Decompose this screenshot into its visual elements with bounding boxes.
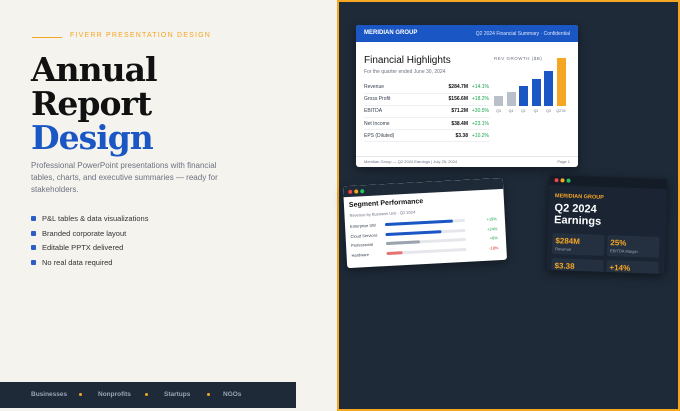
row-label: EBITDA: [364, 108, 383, 115]
card-subtitle: For the quarter ended June 30, 2024: [364, 69, 446, 75]
segment-bar: [386, 250, 403, 255]
row-value: $156.6M: [448, 96, 468, 103]
divider: [356, 156, 578, 157]
bar-label: Q3: [496, 109, 501, 113]
row-value: $284.7M: [448, 84, 468, 90]
audience: Businesses: [31, 391, 68, 398]
card-subtitle: Revenue by Business Unit · Q2 2024: [349, 209, 416, 218]
row-divider: [364, 141, 490, 143]
row-label: Revenue: [364, 84, 385, 90]
metric-value: $3.38: [554, 261, 575, 271]
bar-label: Q2'24: [556, 109, 566, 113]
header-note: Q2 2024 Financial Summary · Confidential: [475, 31, 570, 37]
headline-line: Annual: [31, 50, 158, 89]
feature: No real data required: [42, 258, 113, 268]
metric-value: $284M: [555, 236, 581, 247]
bar: [556, 58, 566, 106]
footer-left: Meridian Group — Q2 2024 Earnings | July…: [364, 159, 458, 164]
segment-bar: [385, 229, 442, 236]
segment-card: Segment Performance Revenue by Business …: [342, 177, 508, 269]
chart-title: REV GROWTH ($B): [494, 56, 543, 61]
feature: Editable PPTX delivered: [42, 243, 124, 253]
separator: [207, 393, 210, 396]
row-label: Gross Profit: [364, 96, 391, 103]
row-value: $71.2M: [451, 108, 468, 115]
earnings-card: MERIDIAN GROUP Q2 2024 Earnings $284M Reven…: [546, 174, 668, 275]
bar: [494, 95, 503, 106]
audience: NGOs: [223, 391, 242, 398]
bar-label: Q1: [521, 109, 526, 113]
feature-bullet: [31, 230, 36, 236]
bar: [544, 70, 553, 106]
row-label: EPS (Diluted): [364, 132, 395, 139]
card-title: Financial Highlights: [364, 55, 451, 66]
row-divider: [364, 116, 490, 118]
metric-value: 25%: [610, 238, 627, 248]
bar-label: Q4: [508, 109, 514, 113]
segment-bar: [384, 219, 454, 227]
headline-line: Design: [31, 118, 154, 157]
feature-bullet: [31, 216, 36, 221]
eyebrow: FIVERR PRESENTATION DESIGN: [70, 32, 212, 39]
metric-value: +14%: [609, 263, 631, 273]
audience: Startups: [164, 391, 191, 398]
bar: [519, 86, 528, 106]
row-value: $38.4M: [451, 120, 468, 127]
card-title: Segment Performance: [348, 198, 424, 209]
row-divider: [364, 129, 490, 131]
separator: [145, 393, 148, 396]
segment-bar: [385, 240, 420, 246]
headline-line: Report: [31, 84, 152, 123]
row-label: Net Income: [364, 120, 390, 127]
segment-name: Cloud Services: [350, 232, 378, 239]
row-divider: [364, 104, 490, 106]
segment-name: Hardware: [351, 251, 370, 258]
highlights-card: MERIDIAN GROUP Q2 2024 Financial Summary…: [356, 25, 578, 167]
bar-label: Q2: [533, 109, 539, 113]
separator: [79, 393, 82, 396]
metric-label: Revenue: [555, 246, 572, 252]
row-change: +18.2%: [471, 96, 489, 103]
brand: MERIDIAN GROUP: [554, 193, 604, 201]
left-panel: FIVERR PRESENTATION DESIGN Professional …: [0, 0, 337, 411]
feature: Branded corporate layout: [42, 228, 127, 238]
row-divider: [364, 92, 490, 94]
audience-bar: [0, 382, 296, 408]
segment-change: -18%: [488, 244, 499, 251]
feature: P&L tables & data visualizations: [42, 214, 149, 223]
row-value: $3.38: [455, 132, 468, 139]
card-header: [356, 25, 578, 42]
bar-label: Q3: [546, 109, 551, 113]
segment-change: +6%: [489, 235, 499, 241]
description: Professional PowerPoint presentations wi…: [31, 161, 218, 194]
row-change: +14.1%: [471, 84, 489, 90]
segment-name: Professional: [350, 241, 374, 248]
bar: [531, 78, 541, 106]
audience: Nonprofits: [98, 391, 131, 398]
feature-bullet: [31, 245, 36, 251]
row-change: +23.1%: [471, 120, 489, 127]
segment-change: +24%: [486, 225, 498, 232]
brand: MERIDIAN GROUP: [364, 30, 418, 36]
earnings-title: Earnings: [553, 214, 602, 228]
footer-right: Page 1: [557, 159, 570, 164]
metric-label: EBITDA Margin: [610, 248, 638, 255]
feature-bullet: [31, 260, 36, 266]
row-change: +30.5%: [471, 108, 489, 115]
segment-change: +19%: [486, 216, 498, 222]
bar: [506, 92, 516, 106]
eyebrow-rule: [32, 37, 62, 38]
segment-name: Enterprise SW: [349, 222, 376, 229]
row-change: +10.2%: [471, 132, 489, 139]
